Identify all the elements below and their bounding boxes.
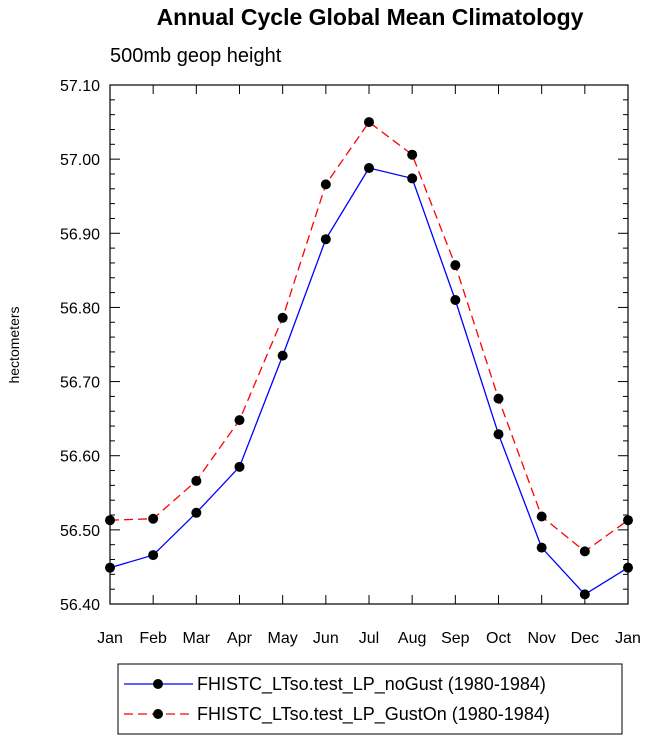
x-tick-label: Jun <box>313 630 339 647</box>
data-point-nogust <box>364 163 374 174</box>
legend-marker-guston <box>153 709 163 719</box>
series-line-nogust <box>109 167 629 596</box>
data-point-guston <box>579 546 590 557</box>
x-tick-label: Apr <box>227 630 253 647</box>
series-line-guston <box>109 121 629 553</box>
legend-label-nogust: FHISTC_LTso.test_LP_noGust (1980-1984) <box>197 674 546 695</box>
data-point-guston <box>234 415 245 426</box>
y-tick-label: 56.50 <box>60 523 100 540</box>
data-point-nogust <box>536 542 547 553</box>
data-point-guston <box>536 511 547 522</box>
y-tick-label: 57.10 <box>60 78 100 95</box>
data-point-nogust <box>493 429 504 440</box>
y-tick-label: 56.60 <box>60 449 100 466</box>
x-tick-label: Nov <box>527 630 555 647</box>
legend: FHISTC_LTso.test_LP_noGust (1980-1984) F… <box>117 663 623 735</box>
legend-label-guston: FHISTC_LTso.test_LP_GustOn (1980-1984) <box>197 704 550 725</box>
data-point-guston <box>320 179 331 190</box>
y-tick-label: 56.70 <box>60 375 100 392</box>
y-tick-label: 56.80 <box>60 300 100 317</box>
data-point-guston <box>493 393 504 404</box>
data-point-guston <box>450 260 461 271</box>
data-point-guston <box>191 475 202 486</box>
y-tick-label: 57.00 <box>60 152 100 169</box>
x-tick-label: Jan <box>97 630 123 647</box>
data-point-nogust <box>277 350 288 361</box>
x-tick-label: Jan <box>615 630 641 647</box>
x-tick-label: Feb <box>139 630 167 647</box>
x-tick-label: May <box>268 630 298 647</box>
y-axis-label: hectometers <box>6 306 22 383</box>
x-tick-label: Sep <box>441 630 470 647</box>
data-point-nogust <box>191 507 202 518</box>
x-tick-label: Dec <box>571 630 599 647</box>
chart-subtitle: 500mb geop height <box>110 45 282 67</box>
y-tick-label: 56.90 <box>60 226 100 243</box>
x-tick-label: Mar <box>183 630 211 647</box>
data-point-nogust <box>234 461 245 472</box>
legend-box <box>117 663 623 735</box>
data-point-guston <box>364 117 374 128</box>
y-tick-label: 56.40 <box>60 597 100 614</box>
x-tick-label: Jul <box>359 630 379 647</box>
plot-frame <box>109 84 629 605</box>
data-point-nogust <box>407 173 418 184</box>
data-point-nogust <box>450 295 461 306</box>
x-tick-label: Aug <box>398 630 426 647</box>
data-point-guston <box>148 513 159 524</box>
legend-marker-nogust <box>153 679 163 689</box>
data-point-nogust <box>148 550 159 561</box>
data-point-nogust <box>320 234 331 245</box>
x-tick-label: Oct <box>486 630 511 647</box>
plot-area: 56.40 56.50 56.60 56.70 56.80 56.90 57.00 57.10… <box>60 78 641 647</box>
data-point-guston <box>277 312 288 323</box>
data-point-guston <box>407 149 418 160</box>
chart-title: Annual Cycle Global Mean Climatology <box>157 4 584 30</box>
data-point-nogust <box>579 589 590 600</box>
